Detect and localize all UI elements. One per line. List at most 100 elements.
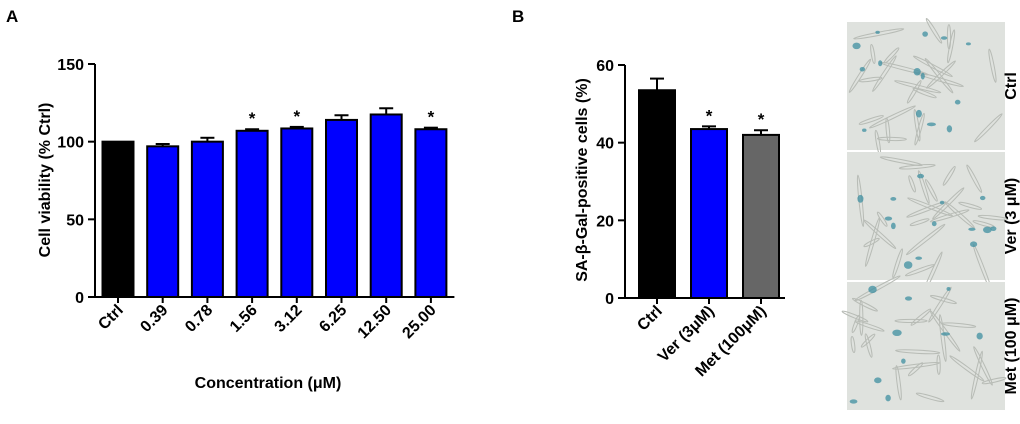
stained-cell	[890, 197, 897, 201]
cell-outline	[910, 308, 932, 326]
cell-outline	[914, 112, 925, 146]
chart-b-category-label: Ctrl	[634, 303, 666, 335]
stained-cell	[915, 109, 922, 118]
chart-a-y-axis-label: Cell viability (% Ctrl)	[37, 103, 54, 258]
cell-outline	[870, 43, 876, 64]
cell-outline	[858, 115, 884, 125]
stained-cell	[915, 256, 923, 260]
stained-cell	[862, 128, 867, 132]
cell-outline	[850, 336, 856, 354]
cell-outline	[892, 248, 903, 279]
cell-outline	[941, 322, 977, 328]
cell-outline	[938, 314, 947, 362]
stained-cell	[931, 221, 937, 227]
cell-outline	[851, 297, 878, 312]
cell-outline	[924, 57, 954, 94]
micrograph-label: Ver (3 μM)	[1003, 178, 1020, 254]
chart-a-bar-8	[414, 128, 448, 298]
cell-outline	[864, 333, 873, 358]
panel-label-a: A	[6, 7, 18, 26]
cell-outline	[949, 355, 985, 382]
chart-b-bar-2	[690, 128, 728, 299]
micrograph-background	[847, 22, 1005, 150]
stained-cell	[903, 261, 913, 269]
cell-outline	[917, 170, 930, 204]
chart-a-bar-7	[369, 113, 403, 298]
chart-a-category-label: Ctrl	[95, 302, 127, 334]
stained-cell	[940, 36, 948, 40]
cell-outline	[908, 175, 916, 193]
stained-cell	[970, 241, 978, 248]
chart-a-bar-2	[146, 145, 180, 298]
chart-a: Cell viability (% Ctrl) Concentration (μ…	[37, 57, 455, 392]
cell-outline	[879, 156, 923, 167]
cell-outline	[851, 314, 860, 333]
cell-outline	[892, 361, 941, 370]
stained-cell	[913, 67, 921, 76]
cell-outline	[974, 113, 1003, 143]
micrograph-panels: Ctrl Ver (3 μM) Met (100 μM)	[841, 17, 1020, 410]
cell-outline	[988, 48, 997, 83]
stained-cell	[857, 194, 864, 203]
cell-outline	[936, 354, 941, 375]
cell-outline	[854, 320, 885, 332]
stained-cell	[990, 226, 997, 232]
cell-outline	[925, 179, 938, 202]
chart-a-bar-4	[235, 129, 269, 298]
cell-outline	[915, 392, 945, 403]
micrograph-label: Ctrl	[1003, 72, 1020, 100]
stained-cell	[939, 200, 945, 205]
cell-outline	[912, 87, 937, 99]
cell-outline	[895, 349, 941, 355]
stained-cell	[875, 30, 880, 34]
cell-outline	[859, 299, 864, 336]
chart-b-bar-3	[742, 133, 780, 299]
stained-cell	[920, 72, 925, 80]
chart-a-y-tick-label: 0	[75, 290, 84, 307]
stained-cell	[926, 122, 936, 127]
cell-outline	[973, 346, 993, 386]
chart-a-category-label: 0.39	[137, 302, 171, 336]
cell-outline	[942, 165, 956, 186]
chart-a-category-label: 3.12	[272, 302, 306, 336]
chart-a-significance-marker: *	[293, 107, 300, 126]
cell-outline	[947, 29, 956, 64]
chart-b: SA-β-Gal-positive cells (%) 0204060CtrlV…	[574, 58, 785, 380]
stained-cell	[849, 399, 858, 404]
chart-a-category-label: 1.56	[227, 302, 261, 336]
stained-cell	[979, 195, 986, 201]
cell-outline	[907, 197, 954, 217]
cell-outline	[858, 76, 883, 83]
stained-cell	[890, 222, 896, 230]
chart-a-x-axis-label: Concentration (μM)	[195, 375, 342, 392]
cell-outline	[864, 217, 881, 267]
stained-cell	[965, 42, 971, 46]
chart-a-y-tick-label: 100	[57, 135, 84, 152]
stained-cell	[859, 67, 866, 72]
cell-outline	[848, 58, 872, 93]
micrograph-3: Met (100 μM)	[841, 275, 1020, 410]
cell-outline	[841, 310, 869, 323]
stained-cell	[917, 173, 925, 179]
chart-b-y-tick-label: 40	[596, 136, 614, 153]
stained-cell	[904, 296, 913, 301]
chart-b-y-tick-label: 20	[596, 213, 614, 230]
cell-outline	[906, 80, 922, 104]
chart-a-y-tick-label: 50	[66, 212, 84, 229]
chart-b-y-tick-label: 60	[596, 58, 614, 75]
chart-b-significance-marker: *	[706, 106, 713, 125]
chart-a-bar-3	[190, 140, 224, 298]
stained-cell	[976, 332, 983, 340]
cell-outline	[907, 362, 924, 377]
cell-outline	[894, 80, 942, 94]
chart-b-y-axis-label: SA-β-Gal-positive cells (%)	[574, 78, 591, 282]
cell-outline	[876, 211, 888, 227]
chart-a-category-label: 12.50	[355, 302, 395, 342]
stained-cell	[946, 125, 953, 133]
cell-outline	[869, 105, 916, 129]
cell-outline	[895, 365, 902, 401]
stained-cell	[968, 227, 976, 231]
stained-cell	[852, 42, 861, 50]
micrograph-2: Ver (3 μM)	[847, 152, 1020, 295]
stained-cell	[982, 226, 992, 234]
